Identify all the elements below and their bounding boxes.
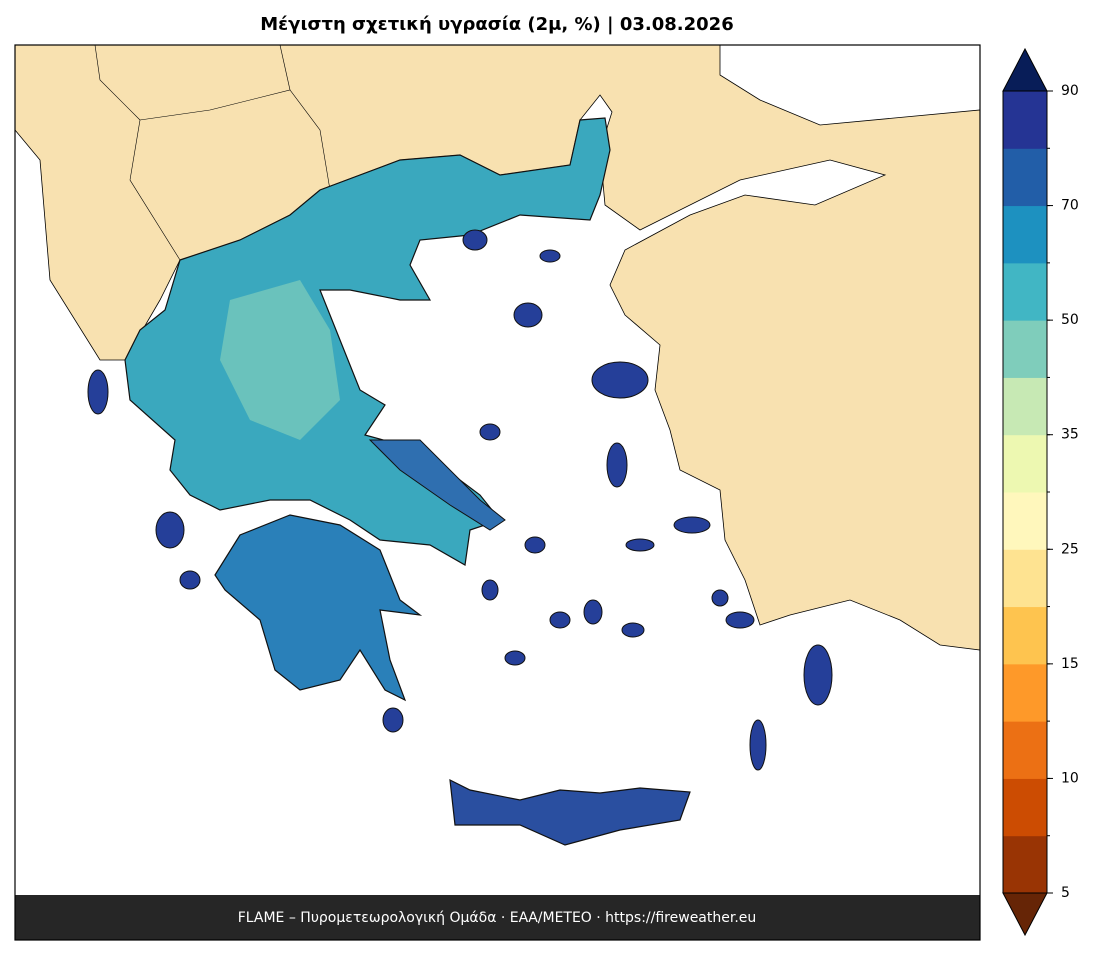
evia xyxy=(368,439,506,531)
island xyxy=(606,442,628,488)
colorbar-tick-label: 90 xyxy=(1061,83,1079,99)
island xyxy=(673,516,711,534)
footer-text: FLAME – Πυρομετεωρολογική Ομάδα · ΕΑΑ/ME… xyxy=(238,910,757,926)
colorbar-segment xyxy=(1003,320,1047,378)
island xyxy=(725,611,755,629)
colorbar: 5 10 15 25 35 50 70 90 xyxy=(1002,47,1079,937)
colorbar-extend-under xyxy=(1002,892,1048,937)
island xyxy=(625,538,655,552)
border xyxy=(279,44,291,91)
map: FLAME – Πυρομετεωρολογική Ομάδα · ΕΑΑ/ME… xyxy=(14,44,981,941)
island xyxy=(621,622,645,638)
colorbar-tick-label: 35 xyxy=(1061,427,1079,443)
colorbar-segment xyxy=(1003,721,1047,779)
colorbar-tick-label: 50 xyxy=(1061,312,1079,328)
colorbar-segment xyxy=(1003,778,1047,837)
colorbar-tick-label: 70 xyxy=(1061,198,1079,214)
island xyxy=(481,579,499,601)
colorbar-segment xyxy=(1003,377,1047,436)
island xyxy=(803,644,833,706)
island xyxy=(382,707,404,733)
islands xyxy=(87,229,833,771)
peloponnese xyxy=(214,514,423,702)
island xyxy=(711,589,729,607)
island xyxy=(591,361,649,399)
colorbar-segment xyxy=(1003,434,1047,493)
colorbar-tick-label: 10 xyxy=(1061,770,1079,786)
map-frame xyxy=(14,44,981,941)
island xyxy=(479,423,501,441)
colorbar-tick-label: 25 xyxy=(1061,541,1079,557)
colorbar-segment xyxy=(1003,492,1047,550)
island xyxy=(179,570,201,590)
colorbar-segment xyxy=(1003,262,1047,321)
island xyxy=(539,249,561,263)
colorbar-segment xyxy=(1003,549,1047,608)
island xyxy=(462,229,488,251)
footer-band xyxy=(15,895,980,940)
island xyxy=(513,302,543,328)
map-title: Μέγιστη σχετική υγρασία (2μ, %) | 03.08.… xyxy=(260,14,733,35)
mainland xyxy=(124,117,611,566)
island xyxy=(155,511,185,549)
island xyxy=(549,611,571,629)
colorbar-segment xyxy=(1003,606,1047,665)
colorbar-segment xyxy=(1003,91,1047,149)
island xyxy=(87,369,109,415)
colorbar-segment xyxy=(1003,205,1047,264)
colorbar-extend-over xyxy=(1002,47,1048,92)
colorbar-segment xyxy=(1003,663,1047,722)
colorbar-tick-label: 5 xyxy=(1061,885,1070,901)
colorbar-tick-label: 15 xyxy=(1061,656,1079,672)
island xyxy=(583,599,603,625)
island xyxy=(504,650,526,666)
island xyxy=(749,719,767,771)
colorbar-segment xyxy=(1003,148,1047,207)
island xyxy=(524,536,546,554)
colorbar-segment xyxy=(1003,835,1047,894)
thessaly xyxy=(220,280,340,440)
crete xyxy=(449,778,691,846)
